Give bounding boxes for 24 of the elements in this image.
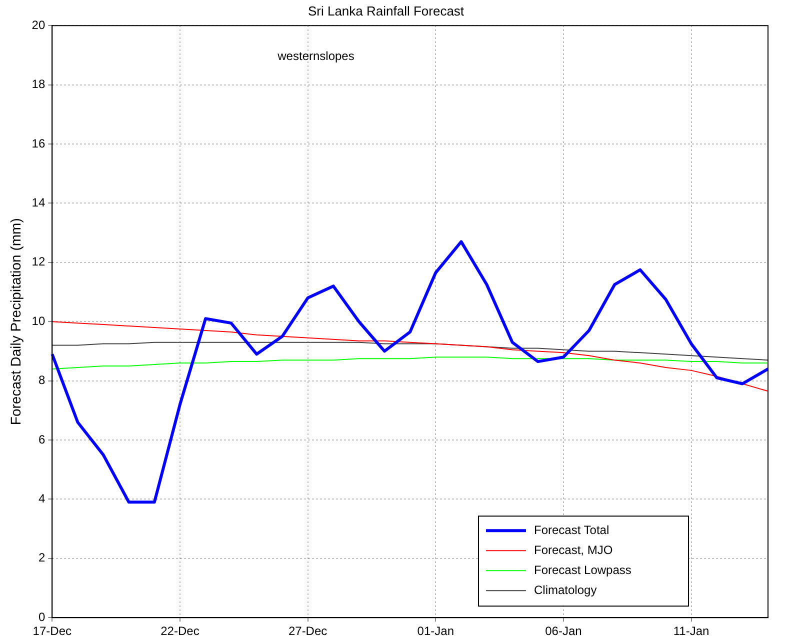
legend-label: Forecast, MJO bbox=[534, 542, 613, 557]
annotation: westernslopes bbox=[276, 48, 354, 63]
y-tick-label: 16 bbox=[32, 136, 46, 150]
y-axis-title: Forecast Daily Precipitation (mm) bbox=[7, 218, 24, 426]
x-tick-label: 11-Jan bbox=[673, 624, 710, 638]
y-tick-label: 2 bbox=[38, 550, 46, 565]
y-tick-label: 12 bbox=[32, 254, 46, 269]
legend-label: Forecast Total bbox=[534, 522, 610, 537]
y-tick-label: 6 bbox=[38, 432, 46, 446]
y-tick-label: 14 bbox=[32, 196, 46, 210]
x-tick-label: 27-Dec bbox=[288, 624, 328, 638]
y-tick-label: 0 bbox=[38, 610, 46, 624]
legend-label: Climatology bbox=[534, 582, 597, 597]
y-tick-label: 20 bbox=[32, 18, 46, 32]
x-tick-label: 01-Jan bbox=[417, 624, 454, 638]
legend-label: Forecast Lowpass bbox=[534, 562, 632, 577]
y-tick-label: 10 bbox=[32, 314, 46, 328]
x-tick-label: 22-Dec bbox=[160, 624, 200, 638]
y-tick-label: 18 bbox=[32, 77, 46, 92]
y-tick-label: 8 bbox=[38, 373, 46, 388]
x-tick-label: 17-Dec bbox=[32, 624, 72, 638]
chart-title: Sri Lanka Rainfall Forecast bbox=[308, 3, 464, 18]
y-tick-label: 4 bbox=[38, 492, 46, 506]
x-tick-label: 06-Jan bbox=[545, 624, 582, 638]
